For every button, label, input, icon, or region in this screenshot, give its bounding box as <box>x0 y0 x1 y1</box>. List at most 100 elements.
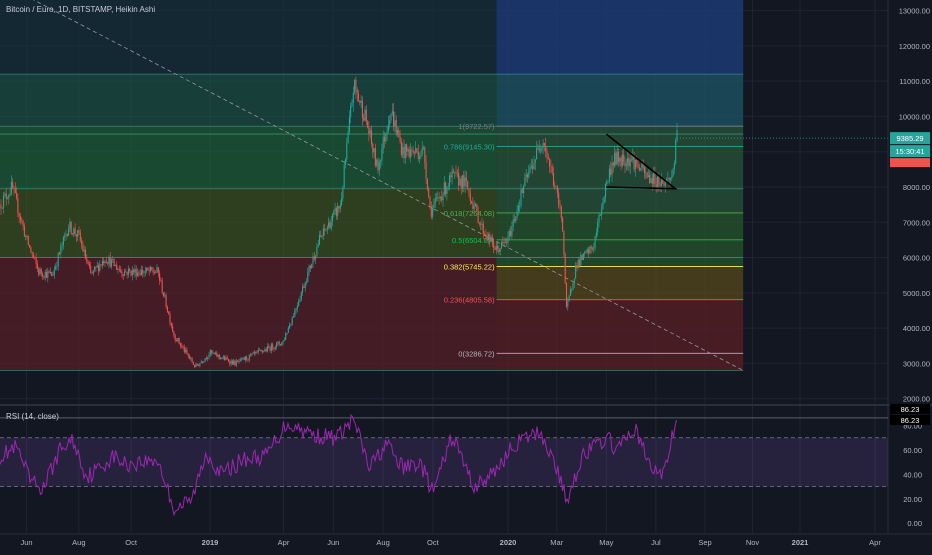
candle-body <box>385 133 387 142</box>
candle <box>425 155 427 185</box>
candle-body <box>512 219 514 227</box>
candle-body <box>191 358 193 363</box>
candle <box>10 175 12 197</box>
candle <box>614 145 616 169</box>
candle-body <box>101 260 103 266</box>
candle-body <box>161 280 163 293</box>
price-tick-label: 3000.00 <box>903 359 930 368</box>
candle-body <box>620 157 622 167</box>
candle-body <box>530 165 532 167</box>
candle <box>546 147 548 163</box>
candle-body <box>276 343 278 348</box>
candle <box>58 251 61 256</box>
candle-body <box>638 167 640 171</box>
candle <box>166 305 168 314</box>
candle <box>478 222 480 227</box>
candle <box>287 326 289 334</box>
candle-body <box>617 151 620 162</box>
candle-body <box>92 269 94 274</box>
candle <box>586 247 588 255</box>
candle-body <box>159 273 161 281</box>
candle <box>195 362 197 368</box>
candle-body <box>51 272 53 276</box>
candle <box>495 241 497 255</box>
candle-body <box>309 265 311 269</box>
candle <box>643 165 646 179</box>
candle-body <box>378 161 380 171</box>
candle <box>39 266 41 276</box>
time-tick-label: Nov <box>746 538 760 547</box>
candle-body <box>568 295 570 302</box>
rsi-line <box>0 413 677 517</box>
candle <box>359 100 361 106</box>
candle <box>300 291 302 302</box>
candle <box>487 232 490 245</box>
candle <box>127 265 129 278</box>
fib-zone <box>496 126 744 213</box>
candle-body <box>615 152 617 165</box>
candle-body <box>294 310 296 317</box>
candle <box>77 230 79 241</box>
candle <box>389 115 391 129</box>
candle <box>515 216 517 224</box>
candle-body <box>244 356 246 360</box>
candle-body <box>81 240 83 245</box>
candle-body <box>166 307 168 312</box>
candle-body <box>497 245 499 249</box>
candle-body <box>221 358 223 359</box>
candle <box>454 171 456 180</box>
candle <box>575 262 577 279</box>
candle <box>448 172 451 191</box>
candle-body <box>645 172 647 174</box>
candle <box>357 89 360 102</box>
candle <box>419 152 421 164</box>
candle <box>162 292 165 298</box>
candle-body <box>318 235 321 245</box>
candle <box>513 214 516 223</box>
candle <box>199 362 201 368</box>
candle <box>204 357 206 363</box>
candle <box>446 186 448 201</box>
candle-body <box>282 340 284 343</box>
candle <box>109 252 111 268</box>
candle-body <box>346 143 348 160</box>
candle <box>365 104 367 125</box>
candle <box>606 179 608 190</box>
candle <box>524 172 526 187</box>
candle <box>317 239 319 248</box>
candle-body <box>147 268 149 271</box>
candle <box>549 157 551 174</box>
candle <box>461 174 464 193</box>
candle-body <box>25 235 27 237</box>
candle-body <box>433 204 435 208</box>
candle-body <box>157 267 159 274</box>
candle <box>243 356 245 361</box>
candle-body <box>289 325 291 328</box>
candle-body <box>87 261 89 264</box>
candle-body <box>354 79 356 93</box>
candle <box>610 161 612 177</box>
candle-body <box>478 223 480 224</box>
candle-body <box>676 130 678 141</box>
candle-body <box>430 206 432 217</box>
candle <box>455 165 457 177</box>
time-tick-label: 2020 <box>500 538 517 547</box>
candle-body <box>529 166 531 172</box>
candle-body <box>391 111 393 114</box>
rsi-tick-label: 60.00 <box>903 446 922 455</box>
rsi-tick-label: 80.00 <box>903 422 922 431</box>
candle <box>101 257 103 269</box>
candle <box>74 223 76 237</box>
candle-body <box>344 159 347 165</box>
candle-body <box>467 180 469 190</box>
candle-body <box>439 196 441 198</box>
candle <box>330 215 332 232</box>
candle-body <box>571 289 573 290</box>
candle-body <box>640 168 642 171</box>
candle <box>373 148 375 159</box>
candle-body <box>313 256 315 260</box>
candle <box>597 218 599 237</box>
candle-body <box>558 192 560 204</box>
candle <box>571 288 573 294</box>
